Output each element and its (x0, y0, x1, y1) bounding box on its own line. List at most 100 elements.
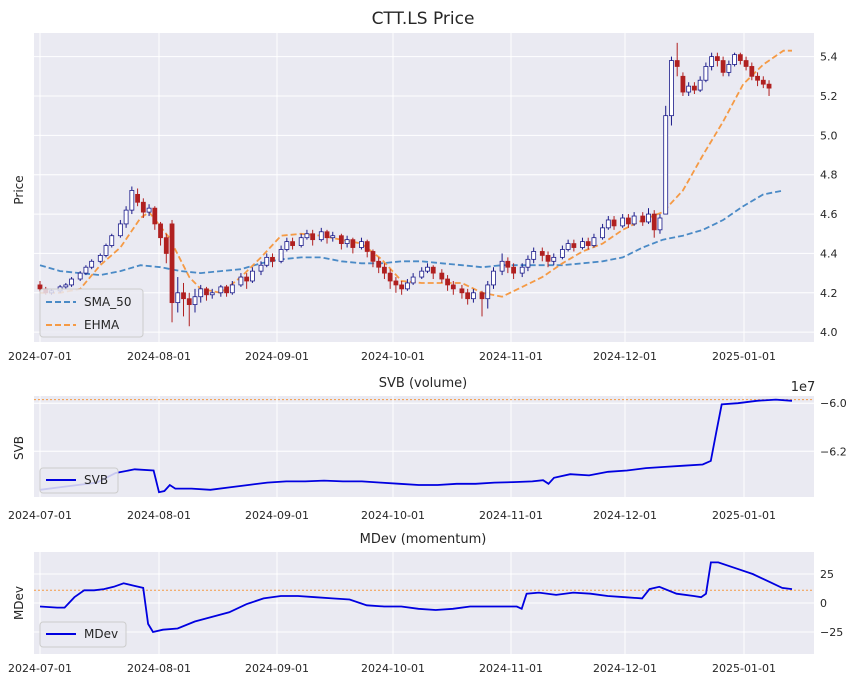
svb-y-tick-labels: −6.0 −6.2 (820, 397, 847, 458)
candle-body (720, 60, 726, 73)
candle-body (580, 241, 585, 248)
price-chart-title: CTT.LS Price (372, 9, 475, 29)
price-panel: CTT.LS Price 2024-07-01 2024-08-01 2024-09… (8, 9, 837, 363)
candle-body (359, 241, 364, 248)
mdev-panel: MDev (momentum) 2024-07-01 2024-08-01 2024… (8, 532, 843, 675)
x-tick-label: 2024-12-01 (593, 509, 657, 522)
y-tick-label: 25 (820, 568, 834, 581)
svb-series-line (39, 398, 793, 494)
candle-body (749, 66, 755, 77)
candle-body (743, 60, 749, 67)
legend-label-mdev: MDev (84, 627, 118, 641)
mdev-legend-box (39, 621, 127, 648)
y-tick-label: 4.0 (820, 326, 838, 339)
candle-body (69, 278, 74, 286)
x-tick-label: 2024-11-01 (479, 662, 543, 675)
candle-body (430, 266, 436, 274)
mdev-gridlines (34, 552, 814, 654)
candle-body (376, 260, 382, 268)
mdev-chart-title: MDev (momentum) (360, 532, 487, 547)
candle-body (404, 282, 410, 290)
candle-body (499, 260, 505, 272)
candle-body (732, 54, 737, 65)
candle-body (284, 241, 290, 250)
candle-body (485, 284, 491, 300)
candle-body (605, 219, 611, 229)
candle-body (755, 75, 760, 81)
candle-body (640, 215, 646, 223)
candle-body (393, 280, 399, 286)
candle-body (646, 213, 651, 223)
x-tick-label: 2024-08-01 (127, 350, 191, 363)
candle-body (611, 219, 617, 227)
candle-body (77, 272, 83, 280)
x-tick-label: 2024-07-01 (8, 662, 72, 675)
candle-body (350, 239, 356, 248)
candle-body (209, 292, 215, 296)
candle-body (290, 241, 295, 246)
candle-body (63, 284, 69, 288)
candle-body (89, 260, 95, 268)
price-gridlines (34, 33, 814, 342)
candle-body (169, 223, 175, 304)
candle-body (109, 235, 115, 246)
mdev-series-line (39, 561, 793, 634)
x-tick-label: 2024-08-01 (127, 662, 191, 675)
candle-body (600, 227, 605, 239)
candle-body (686, 85, 692, 93)
x-tick-label: 2024-10-01 (361, 662, 425, 675)
x-tick-label: 2024-09-01 (245, 662, 309, 675)
legend-label-ehma: EHMA (84, 318, 120, 332)
candle-body (399, 284, 405, 290)
candle-body (83, 266, 89, 274)
x-tick-label: 2024-08-01 (127, 509, 191, 522)
candle-body (370, 251, 376, 262)
candle-body (439, 272, 445, 280)
candle-body (425, 266, 430, 272)
candle-body (680, 75, 686, 93)
x-tick-label: 2024-09-01 (245, 509, 309, 522)
svb-legend-box (39, 467, 119, 494)
candle-body (103, 245, 109, 256)
candle-body (338, 235, 344, 244)
svb-y-axis-label: SVB (12, 436, 26, 460)
series-line-svb (39, 398, 793, 494)
candle-body (244, 276, 250, 282)
x-tick-label: 2024-10-01 (361, 350, 425, 363)
x-tick-label: 2024-07-01 (8, 350, 72, 363)
candle-body (663, 115, 669, 215)
candle-body (146, 207, 152, 213)
candle-body (258, 264, 264, 272)
candle-body (551, 256, 557, 262)
candle-body (657, 217, 663, 231)
price-y-axis-label: Price (12, 175, 26, 204)
candle-body (531, 251, 537, 260)
candle-body (123, 209, 129, 225)
candle-body (539, 251, 545, 256)
candle-body (565, 243, 571, 250)
price-legend: SMA_50 EHMA (39, 288, 144, 338)
svb-plot-area (34, 396, 814, 497)
y-tick-label: 4.4 (820, 247, 838, 260)
candle-body (278, 249, 284, 262)
candle-body (270, 256, 275, 262)
candle-body (709, 56, 715, 67)
svb-scale-label: 1e7 (791, 380, 816, 395)
price-plot-area (34, 33, 814, 342)
candle-body (491, 270, 496, 286)
x-tick-label: 2024-11-01 (479, 350, 543, 363)
y-tick-label: 5.4 (820, 51, 838, 64)
candle-body (519, 266, 525, 274)
candle-body (620, 217, 626, 227)
candle-body (459, 288, 465, 294)
candle-body (387, 272, 393, 282)
y-tick-label: −6.0 (820, 397, 847, 410)
y-tick-label: −25 (820, 626, 843, 639)
candle-body (330, 235, 336, 239)
candle-body (450, 284, 456, 290)
candle-body (511, 266, 516, 274)
candle-body (714, 56, 720, 61)
x-tick-label: 2024-10-01 (361, 509, 425, 522)
candle-body (669, 60, 674, 117)
